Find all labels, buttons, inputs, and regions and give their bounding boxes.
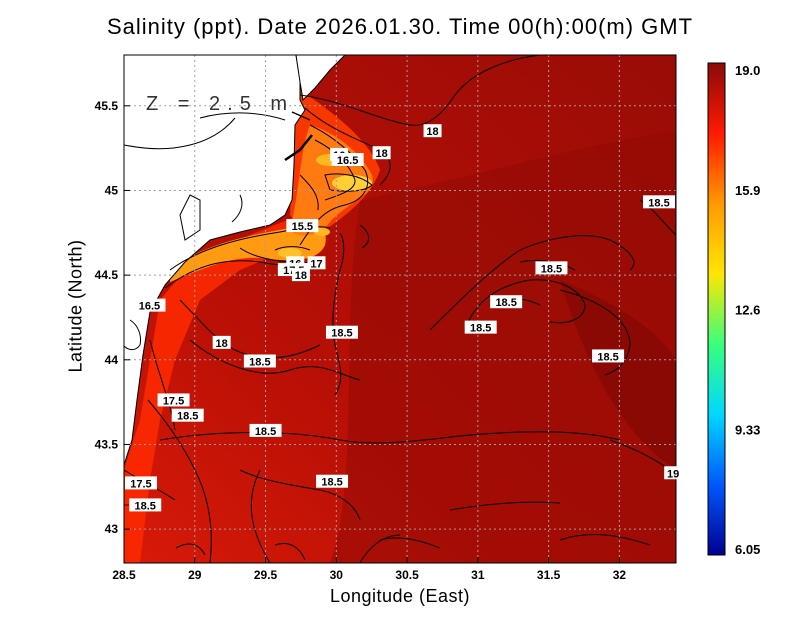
svg-text:18.5: 18.5 bbox=[597, 351, 618, 363]
contour-label: 16.5 bbox=[331, 152, 364, 167]
svg-text:18.5: 18.5 bbox=[321, 477, 342, 489]
colorbar-label: 15.9 bbox=[735, 183, 760, 198]
x-tick-label: 31.5 bbox=[537, 568, 561, 582]
svg-text:18: 18 bbox=[216, 338, 228, 350]
y-axis-label: Latitude (North) bbox=[65, 239, 86, 373]
contour-label: 17 bbox=[307, 256, 326, 270]
x-tick-label: 31 bbox=[471, 568, 485, 582]
y-tick-label: 43 bbox=[105, 522, 119, 536]
svg-text:16.5: 16.5 bbox=[139, 301, 160, 313]
contour-label: 18 bbox=[291, 268, 310, 282]
contour-label: 18.5 bbox=[490, 295, 523, 309]
x-axis-ticks: 28.5 29 29.5 30 30.5 31 31.5 32 bbox=[112, 557, 626, 582]
contour-label: 18.5 bbox=[535, 261, 568, 275]
plot-frame bbox=[123, 54, 677, 564]
colorbar-label: 12.6 bbox=[735, 303, 760, 318]
contour-label: 18.5 bbox=[592, 349, 625, 363]
contour-label: 17.5 bbox=[157, 393, 190, 407]
x-tick-label: 30.5 bbox=[395, 568, 419, 582]
contour-label: 18.5 bbox=[129, 498, 162, 512]
lat-lon-grid bbox=[124, 55, 676, 563]
svg-text:15.5: 15.5 bbox=[292, 221, 313, 233]
contour-label: 15.5 bbox=[286, 219, 319, 233]
svg-text:18.5: 18.5 bbox=[135, 500, 156, 512]
x-axis-label: Longitude (East) bbox=[329, 586, 471, 606]
x-tick-label: 29 bbox=[188, 568, 202, 582]
contour-label: 17.5 bbox=[124, 476, 157, 490]
svg-text:18.5: 18.5 bbox=[470, 323, 491, 335]
svg-text:18.5: 18.5 bbox=[331, 328, 352, 340]
x-tick-label: 28.5 bbox=[112, 568, 136, 582]
contour-labels: 18181616.515.51617.5171818.518.518.518.5… bbox=[124, 124, 683, 512]
svg-text:18.5: 18.5 bbox=[249, 356, 270, 368]
contour-label: 18.5 bbox=[325, 325, 358, 340]
contour-label: 18 bbox=[423, 124, 442, 138]
svg-text:18.5: 18.5 bbox=[177, 411, 198, 423]
colorbar-labels: 19.0 15.9 12.6 9.33 6.05 bbox=[735, 63, 760, 557]
y-tick-label: 45.5 bbox=[95, 99, 119, 113]
contour-label: 18.5 bbox=[171, 408, 204, 423]
plot-title: Salinity (ppt). Date 2026.01.30. Time 00… bbox=[106, 14, 694, 39]
contour-label: 19 bbox=[664, 466, 683, 480]
contour-label: 18.5 bbox=[316, 474, 349, 489]
contour-label: 18.5 bbox=[643, 195, 676, 209]
colorbar bbox=[707, 62, 726, 556]
contour-label: 16.5 bbox=[133, 298, 166, 313]
svg-text:19: 19 bbox=[667, 468, 679, 480]
svg-text:18.5: 18.5 bbox=[255, 426, 276, 438]
contour-label: 18.5 bbox=[249, 423, 282, 438]
y-tick-label: 43.5 bbox=[95, 437, 119, 451]
x-tick-label: 29.5 bbox=[254, 568, 278, 582]
land-mass bbox=[124, 55, 346, 506]
x-tick-label: 32 bbox=[613, 568, 627, 582]
contour-label: 18 bbox=[212, 335, 231, 350]
svg-text:17: 17 bbox=[310, 258, 322, 270]
colorbar-label: 6.05 bbox=[735, 542, 760, 557]
y-tick-label: 44 bbox=[105, 353, 119, 367]
contour-label: 18 bbox=[372, 146, 391, 160]
contour-label: 18.5 bbox=[464, 320, 497, 335]
svg-text:17.5: 17.5 bbox=[130, 478, 151, 490]
x-tick-label: 30 bbox=[330, 568, 344, 582]
svg-text:18: 18 bbox=[426, 126, 438, 138]
y-axis-ticks: 45.5 45 44.5 44 43.5 43 bbox=[95, 99, 130, 536]
svg-text:17.5: 17.5 bbox=[163, 395, 184, 407]
y-tick-label: 45 bbox=[105, 183, 119, 197]
contour-label: 18.5 bbox=[243, 354, 276, 368]
svg-text:18: 18 bbox=[375, 148, 387, 160]
colorbar-label: 19.0 bbox=[735, 63, 760, 78]
y-tick-label: 44.5 bbox=[95, 268, 119, 282]
svg-text:18: 18 bbox=[295, 270, 307, 282]
svg-text:18.5: 18.5 bbox=[541, 263, 562, 275]
svg-text:18.5: 18.5 bbox=[495, 297, 516, 309]
svg-text:18.5: 18.5 bbox=[648, 197, 669, 209]
depth-label: Z = 2.5 m bbox=[146, 93, 294, 115]
colorbar-label: 9.33 bbox=[735, 422, 760, 437]
svg-text:16.5: 16.5 bbox=[337, 155, 358, 167]
